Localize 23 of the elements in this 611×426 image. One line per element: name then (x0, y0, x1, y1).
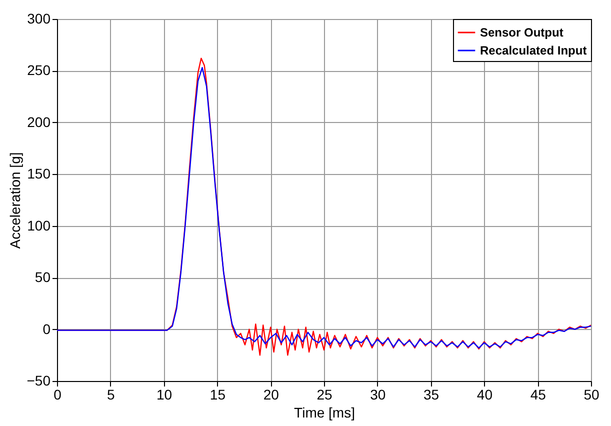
y-tick-label: 150 (27, 166, 51, 182)
x-tick-label: 5 (107, 386, 115, 402)
x-tick-label: 35 (424, 386, 440, 402)
x-tick-label: 50 (584, 386, 600, 402)
legend-label: Recalculated Input (480, 44, 587, 58)
x-tick-label: 30 (370, 386, 386, 402)
y-tick-label: 200 (27, 114, 51, 130)
x-tick-label: 0 (54, 386, 62, 402)
x-tick-label: 25 (316, 386, 332, 402)
x-tick-label: 20 (263, 386, 280, 402)
x-axis-title: Time [ms] (294, 404, 355, 420)
legend-label: Sensor Output (480, 26, 564, 40)
y-tick-label: 50 (34, 269, 51, 286)
y-tick-label: −50 (26, 372, 51, 388)
y-tick-label: 250 (27, 62, 51, 78)
x-tick-label: 15 (210, 386, 226, 402)
y-tick-label: 300 (27, 10, 51, 26)
y-axis-title: Acceleration [g] (6, 152, 23, 249)
x-tick-label: 10 (156, 386, 172, 402)
y-tick-label: 100 (27, 217, 51, 234)
y-tick-label: 0 (42, 320, 51, 337)
x-tick-label: 45 (530, 386, 546, 402)
x-tick-label: 40 (476, 386, 493, 402)
